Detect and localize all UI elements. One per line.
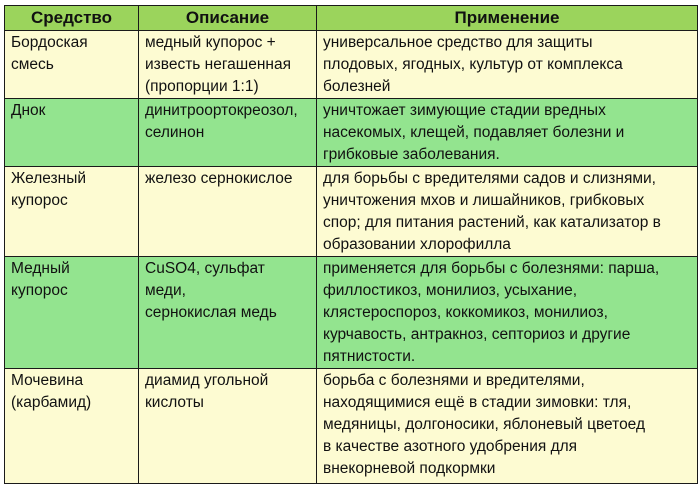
description-cell: динитроортокреозол, селинон (138, 98, 317, 167)
table-row: Мочевина (карбамид) диамид угольной кисл… (4, 368, 698, 484)
remedy-cell: Железный купорос (4, 166, 139, 257)
table-row: Днок динитроортокреозол, селинон уничтож… (4, 98, 698, 167)
usage-cell: для борьбы с вредителями садов и слизням… (316, 166, 698, 257)
table-row: Железный купорос железо сернокислое для … (4, 166, 698, 257)
header-usage: Применение (316, 5, 698, 31)
description-cell: диамид угольной кислоты (138, 368, 317, 484)
description-cell: железо сернокислое (138, 166, 317, 257)
header-row: Средство Описание Применение (4, 5, 698, 31)
usage-cell: универсальное средство для защиты плодов… (316, 30, 698, 99)
description-cell: CuSO4, сульфат меди, сернокислая медь (138, 256, 317, 369)
usage-cell: уничтожает зимующие стадии вредных насек… (316, 98, 698, 167)
header-remedy: Средство (4, 5, 139, 31)
header-description: Описание (138, 5, 317, 31)
remedy-cell: Днок (4, 98, 139, 167)
fungicide-table: Средство Описание Применение Бордоская с… (4, 5, 698, 484)
remedy-cell: Мочевина (карбамид) (4, 368, 139, 484)
remedy-cell: Медный купорос (4, 256, 139, 369)
table-row: Медный купорос CuSO4, сульфат меди, серн… (4, 256, 698, 369)
usage-cell: борьба с болезнями и вредителями, находя… (316, 368, 698, 484)
remedy-cell: Бордоская смесь (4, 30, 139, 99)
usage-cell: применяется для борьбы с болезнями: парш… (316, 256, 698, 369)
table-row: Бордоская смесь медный купорос + известь… (4, 30, 698, 99)
description-cell: медный купорос + известь негашенная (про… (138, 30, 317, 99)
